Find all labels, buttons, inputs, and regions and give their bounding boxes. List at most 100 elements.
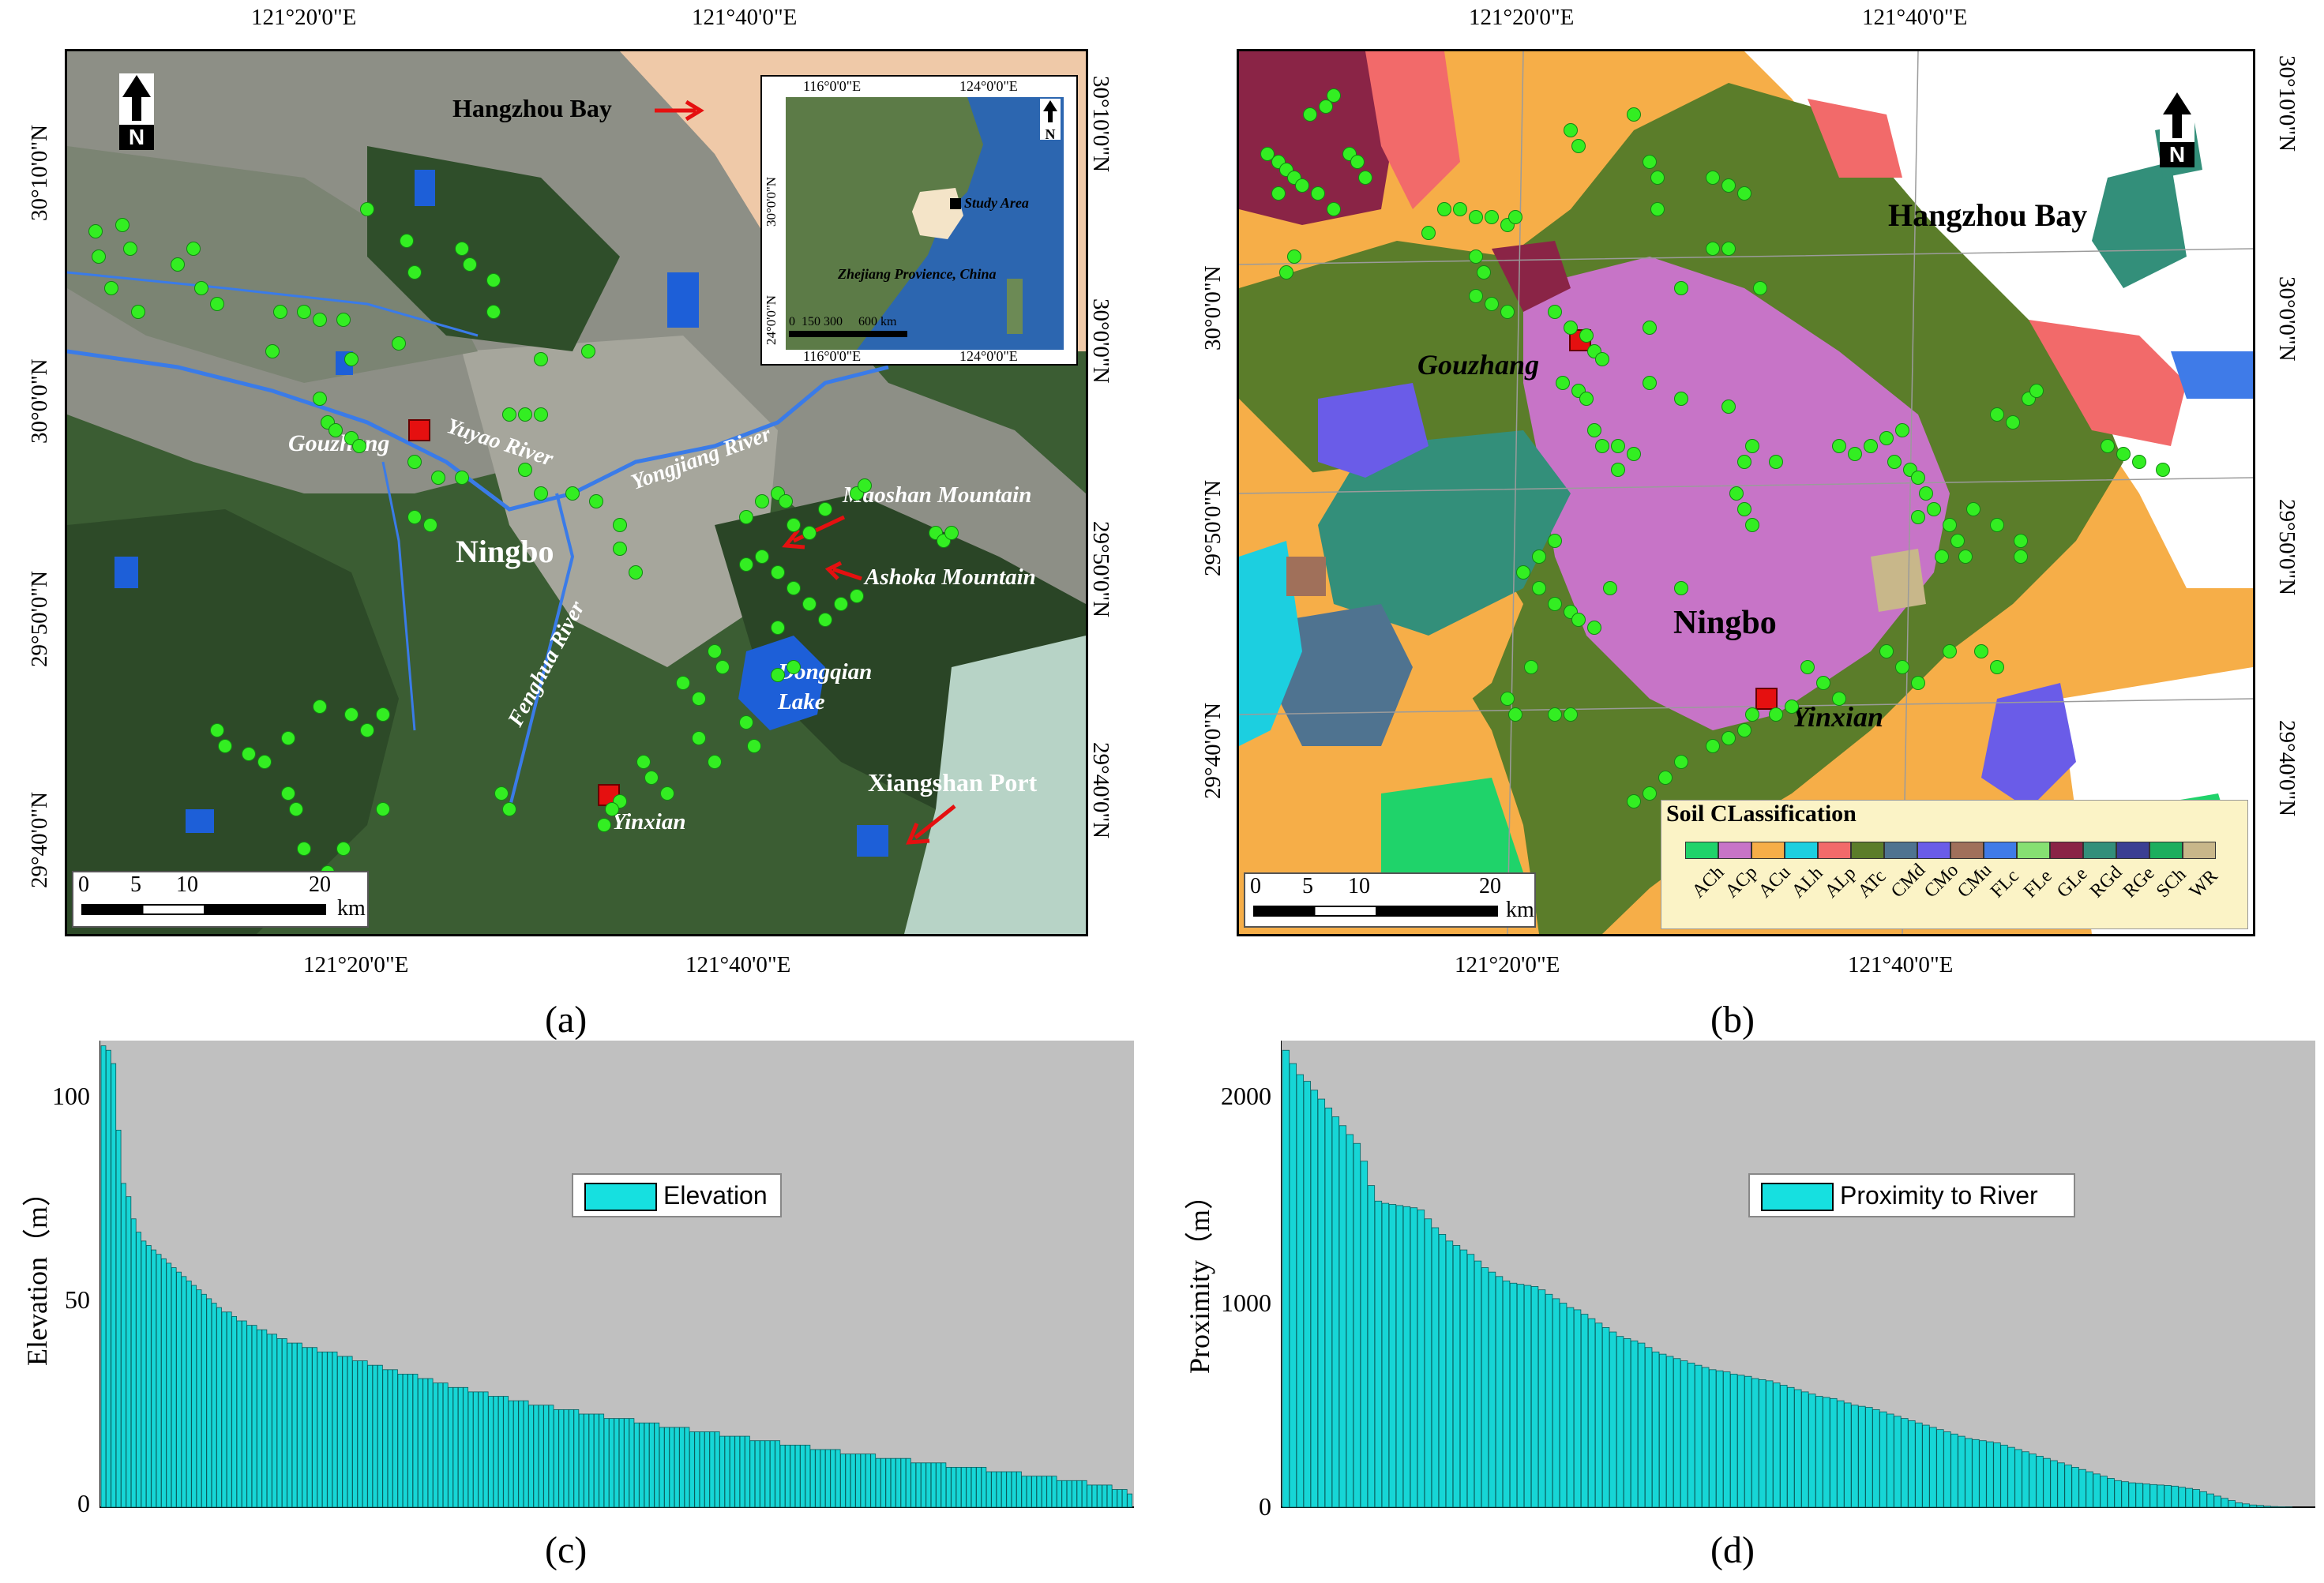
bar (790, 1444, 796, 1508)
bar (478, 1391, 484, 1508)
bar (805, 1444, 811, 1508)
inset-bottom-coord-1: 116°0'0"E (803, 348, 862, 364)
bar (1730, 1374, 1738, 1508)
bar (779, 1444, 786, 1508)
bar (870, 1454, 877, 1508)
scale-a-bar (81, 904, 326, 915)
bar (1936, 1429, 1944, 1508)
sample-point (1990, 660, 2004, 674)
sample-point (1721, 731, 1736, 745)
soil-swatch-alh (1785, 842, 1818, 859)
sample-point (1303, 107, 1317, 122)
ytick-d-2000: 2000 (1221, 1082, 1271, 1110)
sample-point (210, 297, 224, 311)
bar (809, 1449, 816, 1508)
sample-point (1350, 155, 1365, 169)
soil-swatch-alp (1818, 842, 1851, 859)
bar (1865, 1407, 1873, 1508)
sample-point (1643, 321, 1657, 335)
bar (422, 1378, 429, 1508)
bar (2121, 1481, 2129, 1508)
study-area-marker (950, 198, 961, 209)
bar (558, 1409, 565, 1508)
sample-point (858, 478, 872, 493)
soil-swatch-rgd (2083, 842, 2116, 859)
bar (272, 1334, 277, 1508)
bar (508, 1400, 514, 1508)
sample-point (1721, 242, 1736, 256)
bar (1979, 1440, 1987, 1508)
sample-point (360, 723, 374, 737)
bar (156, 1254, 162, 1508)
maoshan-arrow-icon (782, 515, 846, 550)
inset-north-letter: N (1045, 126, 1056, 142)
bar (488, 1396, 494, 1508)
bar (1303, 1081, 1312, 1508)
bar (674, 1427, 680, 1508)
bar (659, 1427, 665, 1508)
top-coord-b-1: 121°20'0"E (1469, 5, 1575, 30)
top-coord-a-1: 121°20'0"E (251, 5, 357, 30)
sample-point (613, 542, 627, 556)
bar (1915, 1422, 1923, 1508)
bar (1815, 1396, 1823, 1508)
sample-point (2156, 463, 2170, 477)
bar (1112, 1489, 1117, 1508)
sample-point (534, 407, 548, 422)
bar (930, 1462, 937, 1508)
sample-point (1974, 644, 1988, 658)
bar (1709, 1369, 1717, 1508)
bar (739, 1435, 745, 1508)
bar (689, 1431, 695, 1508)
panel-label-c: (c) (545, 1529, 588, 1571)
panel-label-a: (a) (545, 999, 588, 1041)
bar (603, 1418, 610, 1508)
sample-point (1785, 700, 1799, 714)
bar (2100, 1476, 2108, 1508)
bar (1410, 1207, 1418, 1508)
sample-point (1943, 518, 1957, 532)
sample-point (1650, 202, 1665, 216)
bar (1744, 1375, 1752, 1508)
sample-point (2029, 384, 2044, 398)
right-coord-b-1: 30°10'0"N (2274, 55, 2300, 152)
sample-point (1295, 178, 1309, 193)
sample-point (1524, 660, 1538, 674)
bar (186, 1281, 192, 1508)
sample-point (186, 242, 201, 256)
bar (1282, 1049, 1290, 1508)
bar (900, 1457, 907, 1508)
right-coord-a-2: 30°0'0"N (1088, 298, 1113, 384)
bar (2057, 1462, 2065, 1508)
bar (145, 1245, 152, 1508)
sample-point (1887, 455, 1902, 469)
bar (2107, 1478, 2115, 1508)
bar (1751, 1378, 1759, 1508)
sample-point (1745, 707, 1759, 722)
bar (584, 1413, 589, 1508)
bar (991, 1471, 997, 1508)
bar (1445, 1240, 1454, 1508)
bar (402, 1374, 408, 1508)
bar (875, 1457, 881, 1508)
sample-point (1864, 439, 1878, 453)
bar (1360, 1161, 1368, 1508)
bar (513, 1400, 519, 1508)
bar (1388, 1204, 1397, 1508)
bar (880, 1457, 886, 1508)
sample-point (629, 565, 643, 580)
sample-point (771, 668, 785, 682)
soil-swatch-fle (2017, 842, 2050, 859)
inset-left-coord-1: 30°0'0"N (764, 176, 779, 227)
bar (1552, 1298, 1560, 1508)
sample-point (1508, 210, 1522, 224)
sample-point (131, 305, 145, 319)
inset-scale-0: 0 (789, 315, 795, 328)
sample-point (1532, 550, 1546, 564)
bar (1808, 1394, 1816, 1508)
north-arrow-a: N (119, 73, 154, 150)
sample-point (1319, 99, 1333, 114)
label-ashoka-mountain: Ashoka Mountain (865, 565, 1036, 590)
bar (1036, 1476, 1042, 1508)
bar (915, 1462, 922, 1508)
